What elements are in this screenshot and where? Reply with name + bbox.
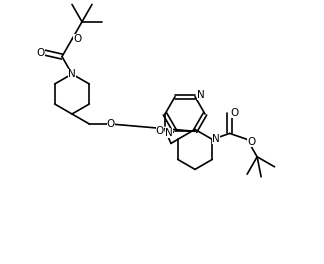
Text: O: O (247, 137, 255, 147)
Text: N: N (197, 90, 205, 100)
Text: N: N (68, 69, 76, 79)
Text: N: N (213, 134, 220, 144)
Text: O: O (73, 34, 81, 44)
Text: N: N (165, 128, 173, 138)
Text: O: O (156, 126, 164, 136)
Text: O: O (107, 119, 115, 129)
Text: O: O (231, 109, 239, 118)
Text: O: O (37, 48, 45, 58)
